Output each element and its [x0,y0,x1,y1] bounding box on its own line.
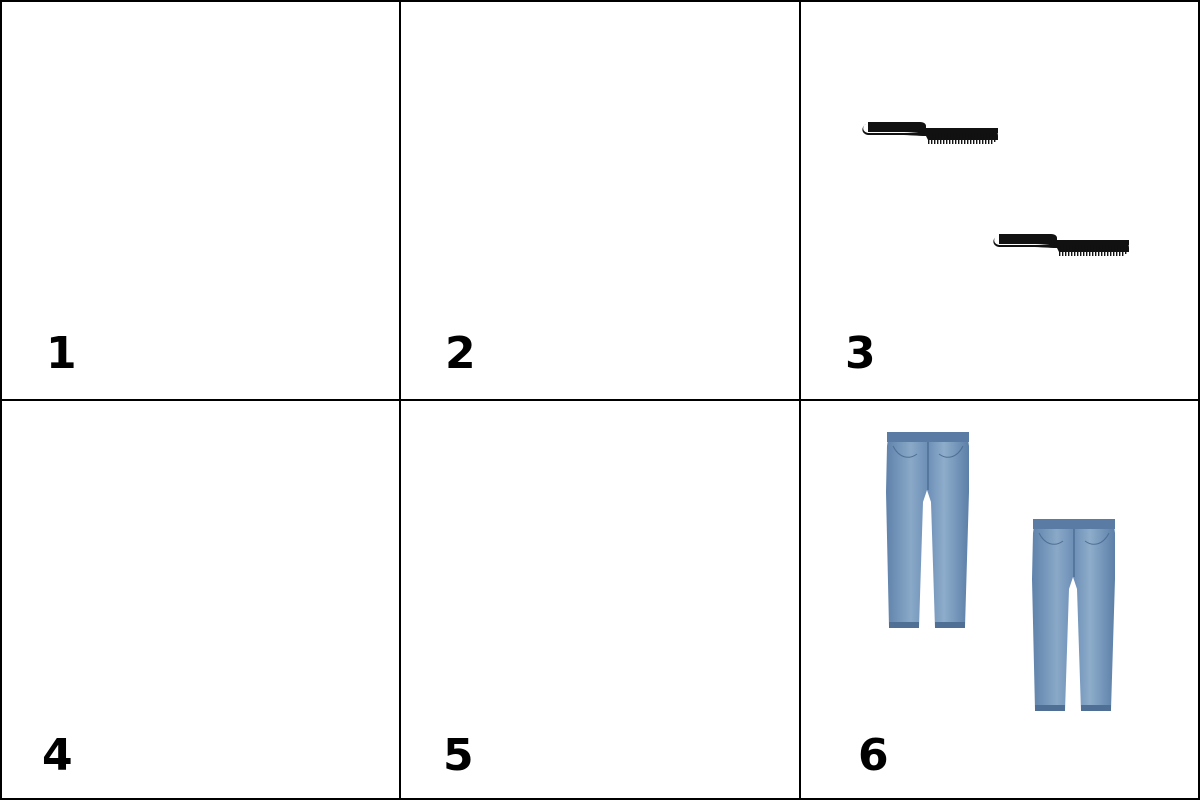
cell-number: 5 [443,730,474,781]
cell-number: 4 [42,730,73,781]
grid-cell-6: 6 [799,399,1200,800]
jeans-icon [886,432,969,628]
cell-number: 6 [858,730,889,781]
grid-cell-3: 3 [799,0,1200,401]
grid-cell-1: 1 [0,0,401,401]
cell-number: 1 [46,328,77,379]
grid-cell-5: 5 [399,399,801,800]
cell-number: 3 [845,328,876,379]
comb-icon [862,122,998,144]
grid-cell-4: 4 [0,399,401,800]
comb-icon [993,234,1129,256]
grid-cell-2: 2 [399,0,801,401]
jeans-icon [1032,519,1115,711]
cell-number: 2 [445,328,476,379]
